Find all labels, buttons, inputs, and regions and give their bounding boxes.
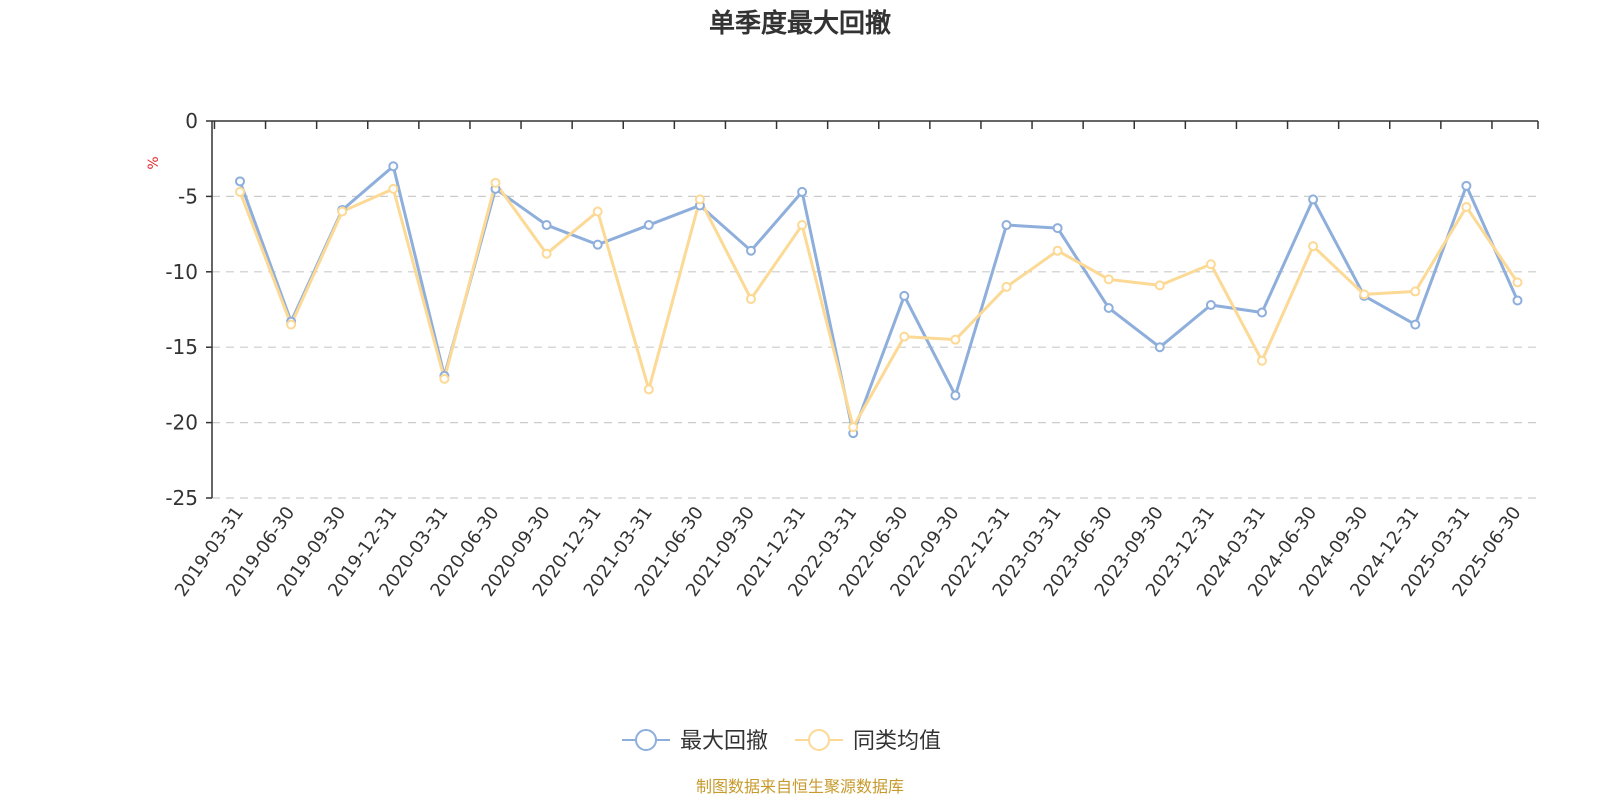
source-note: 制图数据来自恒生聚源数据库 [696, 777, 904, 796]
data-point[interactable] [490, 177, 501, 188]
data-point[interactable] [899, 290, 910, 301]
y-tick-label: -15 [165, 335, 198, 359]
data-point[interactable] [592, 206, 603, 217]
data-point[interactable] [1512, 295, 1523, 306]
data-point[interactable] [848, 422, 859, 433]
data-point[interactable] [1154, 280, 1165, 291]
data-point[interactable] [1308, 194, 1319, 205]
data-point[interactable] [694, 194, 705, 205]
data-point[interactable] [1205, 259, 1216, 270]
data-point[interactable] [797, 186, 808, 197]
data-point[interactable] [1103, 302, 1114, 313]
data-point[interactable] [592, 239, 603, 250]
data-point[interactable] [541, 248, 552, 259]
legend-item[interactable]: 最大回撤 [622, 729, 768, 754]
data-point[interactable] [950, 390, 961, 401]
axes: 0-5-10-15-20-252019-03-312019-06-302019-… [165, 109, 1539, 601]
data-point[interactable] [746, 245, 756, 256]
series-line-1 [238, 181, 1519, 429]
data-point[interactable] [1154, 342, 1165, 353]
data-point[interactable] [1461, 180, 1472, 191]
data-point[interactable] [1308, 241, 1319, 252]
data-point[interactable] [797, 220, 808, 231]
data-point[interactable] [388, 183, 399, 194]
chart-title: 单季度最大回撤 [709, 8, 891, 39]
data-point[interactable] [1001, 220, 1012, 231]
data-point[interactable] [1103, 274, 1114, 285]
legend[interactable]: 最大回撤 同类均值 [622, 729, 941, 754]
data-point[interactable] [1205, 299, 1216, 310]
y-tick-label: -10 [165, 260, 198, 284]
grid-lines [212, 195, 1538, 499]
data-point[interactable] [439, 373, 450, 384]
legend-label: 同类均值 [853, 729, 941, 754]
data-point[interactable] [643, 384, 654, 395]
data-point[interactable] [1001, 281, 1012, 292]
series-lines [235, 161, 1523, 439]
y-tick-label: 0 [185, 109, 198, 133]
data-point[interactable] [1052, 245, 1063, 256]
y-axis-unit: % [146, 156, 162, 169]
y-tick-label: -20 [165, 411, 198, 435]
data-point[interactable] [950, 334, 961, 345]
data-point[interactable] [1512, 277, 1523, 288]
data-point[interactable] [1257, 355, 1267, 366]
legend-marker [635, 729, 657, 751]
data-point[interactable] [1410, 286, 1421, 297]
data-point[interactable] [235, 176, 245, 187]
data-point[interactable] [899, 331, 910, 342]
data-point[interactable] [1257, 307, 1267, 318]
data-point[interactable] [388, 161, 399, 172]
data-point[interactable] [235, 186, 245, 197]
legend-label: 最大回撤 [680, 729, 768, 754]
legend-marker [808, 729, 830, 751]
data-point[interactable] [337, 206, 348, 217]
data-point[interactable] [746, 293, 756, 304]
data-point[interactable] [1052, 223, 1063, 234]
data-point[interactable] [1410, 319, 1421, 330]
y-tick-label: -25 [165, 486, 198, 510]
data-point[interactable] [286, 319, 297, 330]
data-point[interactable] [1461, 201, 1472, 212]
data-point[interactable] [1359, 289, 1370, 300]
series-line-0 [238, 164, 1519, 435]
data-point[interactable] [541, 220, 552, 231]
data-point[interactable] [643, 220, 654, 231]
legend-item[interactable]: 同类均值 [795, 729, 941, 754]
y-tick-label: -5 [178, 184, 198, 208]
